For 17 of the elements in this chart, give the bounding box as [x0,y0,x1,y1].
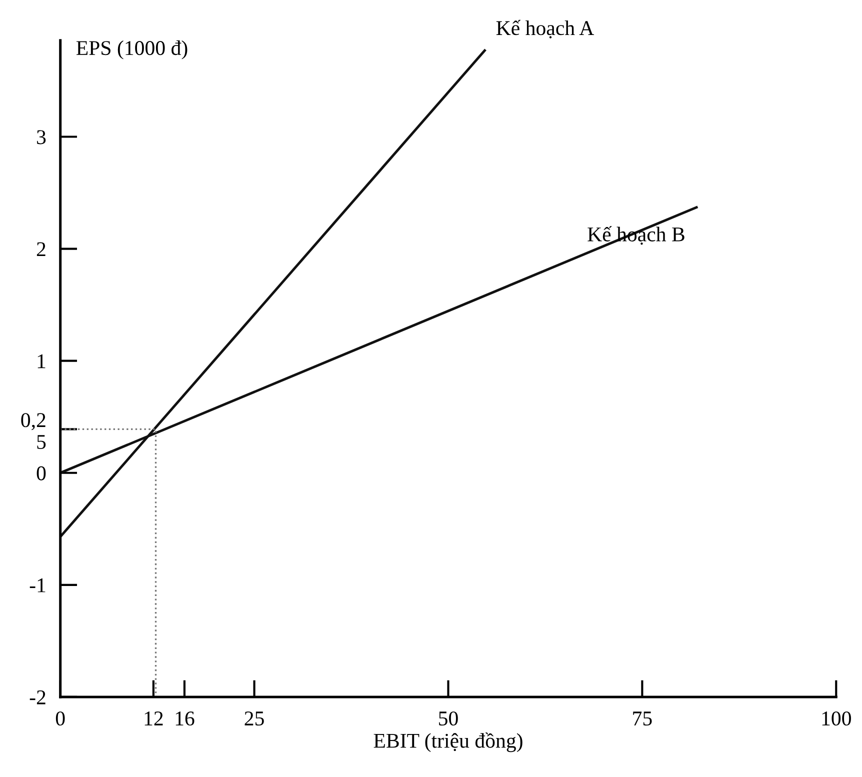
y-tick-label: -1 [30,578,46,592]
x-tick-label: 100 [822,711,851,726]
x-tick-label: 12 [144,712,163,726]
series-label: Kế hoạch A [496,20,594,38]
y-tick-label: 3 [37,130,46,144]
y-tick-label: 2 [36,242,46,256]
y-tick-label: 0,2 5 [21,413,46,449]
x-tick-label: 16 [176,712,194,726]
x-tick-label: 0 [56,711,65,726]
y-tick-label: 0 [36,466,46,480]
x-tick-label: 25 [244,712,264,726]
x-tick-label: 75 [633,712,652,726]
y-tick-label: -2 [30,690,46,704]
y-axis-title: EPS (1000 đ) [76,40,188,60]
x-tick-label: 50 [439,711,458,726]
y-tick-label: 1 [38,354,46,368]
x-axis-title: EBIT (triệu đồng) [374,732,522,752]
